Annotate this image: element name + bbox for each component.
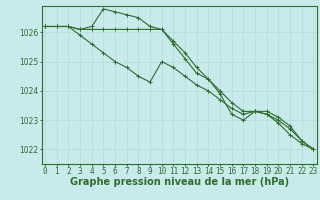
X-axis label: Graphe pression niveau de la mer (hPa): Graphe pression niveau de la mer (hPa) (70, 177, 289, 187)
